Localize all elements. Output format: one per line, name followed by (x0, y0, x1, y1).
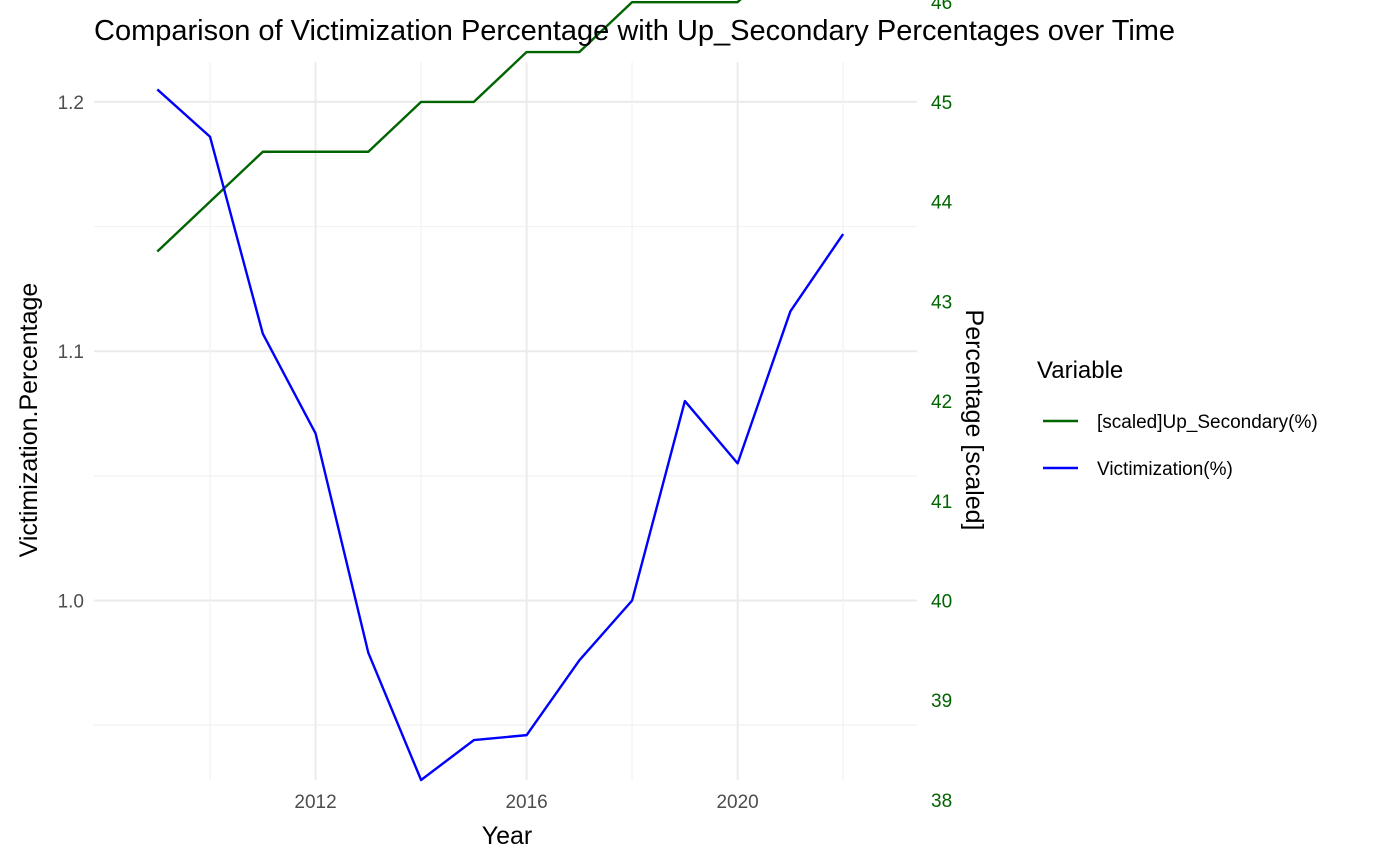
y2-tick-label: 44 (931, 193, 953, 214)
y-tick-label: 1.1 (58, 342, 84, 363)
series-lines (156, 0, 845, 782)
x-tick-label: 2016 (505, 792, 547, 813)
tick-labels: 1.01.11.22012201620203839404142434445464… (58, 0, 953, 813)
series-line (156, 0, 742, 253)
x-axis-title: Year (482, 822, 533, 850)
x-tick-label: 2020 (716, 792, 758, 813)
y2-tick-label: 46 (931, 0, 952, 14)
y2-axis-title: Percentage [scaled] (960, 310, 988, 531)
y-tick-label: 1.2 (58, 93, 84, 114)
legend-title: Variable (1037, 357, 1123, 384)
y2-tick-label: 39 (931, 691, 952, 712)
y2-tick-label: 41 (931, 492, 952, 513)
y-axis-title: Victimization.Percentage (15, 283, 43, 558)
legend-label: [scaled]Up_Secondary(%) (1097, 412, 1318, 433)
y-tick-label: 1.0 (58, 592, 84, 613)
x-tick-label: 2012 (294, 792, 336, 813)
series-line (156, 88, 845, 782)
legend: Variable [scaled]Up_Secondary(%) Victimiz… (1037, 357, 1318, 480)
chart-title: Comparison of Victimization Percentage w… (94, 15, 1175, 47)
legend-label: Victimization(%) (1097, 459, 1233, 480)
grid (94, 62, 917, 780)
y2-tick-label: 43 (931, 292, 952, 313)
y2-tick-label: 42 (931, 392, 952, 413)
y2-tick-label: 45 (931, 93, 952, 114)
y2-tick-label: 40 (931, 592, 952, 613)
y2-tick-label: 38 (931, 791, 952, 812)
